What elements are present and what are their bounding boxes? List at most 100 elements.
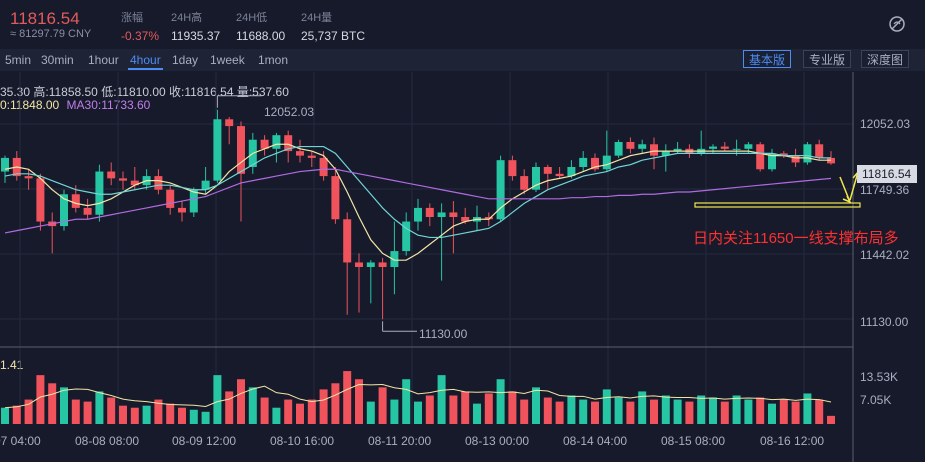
time-axis-tick: 08-16 12:00 [760,434,824,448]
stat-change: 涨幅 -0.37% [121,9,159,43]
volume-bar [48,383,57,424]
candle-body [520,176,529,190]
volume-bar [508,391,517,424]
volume-bar [520,399,529,424]
candle-body [296,151,304,156]
ohlc-info: 35.30 高:11858.50 低:11810.00 收:11816.54 量… [0,85,289,99]
volume-bar [685,401,694,424]
ma30-value: MA30:11733.60 [66,98,151,112]
candle-body [60,194,68,227]
candle-body [402,221,411,252]
candle-body [614,142,623,156]
candle-body [602,155,611,170]
candle-body [71,194,80,208]
high-marker-label: 12052.03 [264,105,314,119]
volume-axis-tick: 7.05K [860,393,891,407]
volume-bar [709,397,717,424]
candle-body [83,207,92,215]
candle-body [331,176,340,220]
candle-body [591,157,599,170]
candle-body [24,176,33,179]
volume-bar [331,383,340,424]
ma30-line [4,168,832,234]
candle-body [260,139,269,149]
volume-bar [378,387,387,424]
candle-body [414,207,422,222]
volume-bar [390,399,399,424]
volume-bar [272,407,281,424]
stat-value: -0.37% [121,29,160,43]
current-price-text: 11816.54 [862,167,911,181]
timeframe-5min[interactable]: 5min [5,53,32,67]
candle-body [307,155,316,158]
candle-body [166,189,175,208]
pro-view-button[interactable]: 专业版 [803,50,852,68]
timeframe-4hour[interactable]: 4hour [128,53,163,70]
timeframe-30min[interactable]: 30min [41,53,74,67]
volume-bar [237,379,245,424]
volume-bar [130,407,139,424]
volume-bar [803,393,812,424]
volume-bar [484,393,493,424]
volume-bar [638,391,647,424]
timeframe-1mon[interactable]: 1mon [258,53,289,67]
volume-bar [827,415,835,424]
ma-info: 0:11848.00 MA30:11733.60 [0,98,150,112]
volume-bar [24,399,33,424]
volume-bar [225,391,234,424]
timeframe-1week[interactable]: 1week [210,53,245,67]
candle-body [567,167,576,177]
volume-bar [532,387,540,424]
candle-body [579,157,588,167]
timeframe-bar: 5min 30min 1hour 4hour 1day 1week 1mon [0,49,925,71]
candle-body [284,135,293,152]
volume-bar [107,397,116,424]
volume-bar [496,379,505,424]
candle-body [744,144,753,149]
stat-value: 11688.00 [236,29,286,43]
volume-bar [296,403,304,424]
candle-body [768,153,776,170]
volume-bar [461,391,470,424]
timeframe-1hour[interactable]: 1hour [88,53,119,67]
volume-bar [414,401,422,424]
price-axis-tick: 12052.03 [860,117,910,131]
chart-settings-icon[interactable] [887,14,907,37]
volume-bar [650,399,658,424]
volume-bar [95,391,104,424]
volume-bar [437,375,446,424]
depth-chart-button[interactable]: 深度图 [861,50,910,68]
time-axis-tick: 08-15 08:00 [661,434,725,448]
annotation-text: 日内关注11650一线支撑布局多 [693,230,899,247]
candle-body [437,212,446,217]
volume-bar [591,401,599,424]
candle-body [508,160,517,177]
stat-label: 涨幅 [121,12,143,24]
stat-24h-low: 24H低 11688.00 [236,9,285,43]
candle-body [803,144,812,163]
basic-view-button[interactable]: 基本版 [743,50,792,68]
volume-bar [567,395,576,424]
candlestick-chart[interactable]: 12052.03 11749.36 11442.02 11130.00 13.53K 7.… [0,72,925,462]
volume-bar [366,401,375,424]
candle-body [791,155,800,163]
time-axis-tick: 08-09 12:00 [172,434,236,448]
ticker-header: 11816.54 ≈ 81297.79 CNY 涨幅 -0.37% 24H高 1… [0,0,925,48]
timeframe-1day[interactable]: 1day [172,53,199,67]
volume-bar [791,401,800,424]
candle-body [201,180,210,190]
volume-bar [343,371,352,424]
candle-body [343,219,352,263]
candle-body [815,144,824,158]
volume-bar [697,395,706,424]
ma-a-value: 0:11848.00 [0,98,60,112]
candle-body [237,126,245,174]
price-axis-tick: 11749.36 [860,183,909,197]
candle-body [555,173,564,177]
candle-body [272,135,281,149]
volume-bar [154,399,163,424]
volume-bar [178,407,186,424]
stat-24h-volume: 24H量 25,737 BTC [301,9,365,43]
ma-a-line [4,143,831,261]
volume-bar [1,407,9,424]
